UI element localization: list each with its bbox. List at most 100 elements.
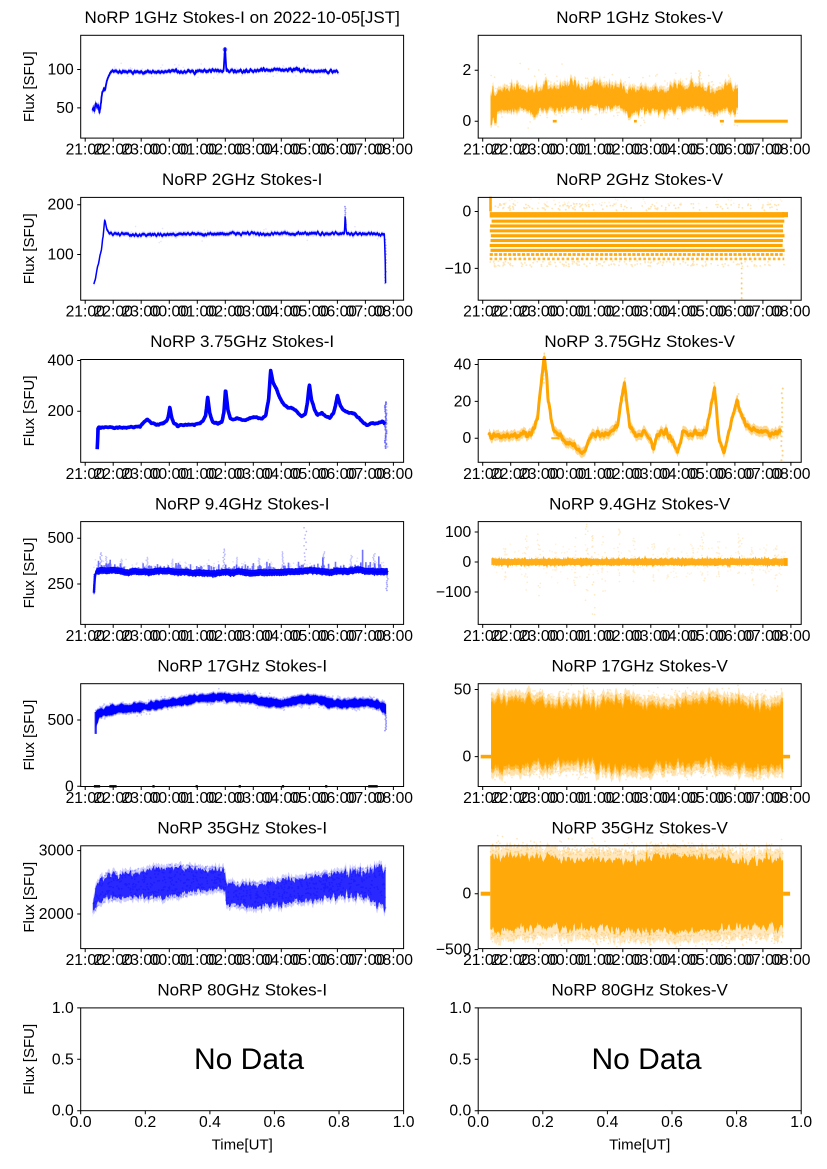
svg-text:21:00: 21:00 [463,628,503,645]
svg-text:07:00: 07:00 [346,628,386,645]
svg-text:22:00: 22:00 [491,628,531,645]
svg-text:NoRP 1GHz Stokes-V: NoRP 1GHz Stokes-V [556,8,724,27]
svg-text:05:00: 05:00 [687,142,727,159]
svg-text:03:00: 03:00 [234,304,274,321]
svg-text:400: 400 [48,353,74,370]
svg-text:Flux [SFU]: Flux [SFU] [21,700,38,771]
svg-text:08:00: 08:00 [771,142,811,159]
svg-text:22:00: 22:00 [94,466,134,483]
svg-text:01:00: 01:00 [178,142,218,159]
svg-text:22:00: 22:00 [491,466,531,483]
svg-text:20: 20 [454,393,472,410]
svg-text:04:00: 04:00 [659,466,699,483]
svg-text:04:00: 04:00 [659,952,699,969]
svg-text:04:00: 04:00 [659,304,699,321]
svg-text:03:00: 03:00 [234,142,274,159]
svg-text:0.8: 0.8 [328,1114,350,1131]
svg-text:00:00: 00:00 [150,304,190,321]
svg-text:23:00: 23:00 [519,790,559,807]
svg-text:NoRP 3.75GHz Stokes-V: NoRP 3.75GHz Stokes-V [544,332,735,351]
svg-text:Time[UT]: Time[UT] [609,1137,670,1154]
svg-text:08:00: 08:00 [771,304,811,321]
svg-text:02:00: 02:00 [206,952,246,969]
svg-text:00:00: 00:00 [547,790,587,807]
svg-text:23:00: 23:00 [519,142,559,159]
svg-text:06:00: 06:00 [318,790,358,807]
svg-text:04:00: 04:00 [659,628,699,645]
svg-text:0.0: 0.0 [52,1103,74,1120]
svg-text:NoRP 17GHz Stokes-V: NoRP 17GHz Stokes-V [552,656,729,675]
svg-text:07:00: 07:00 [743,952,783,969]
svg-text:500: 500 [48,530,74,547]
svg-text:07:00: 07:00 [743,466,783,483]
svg-text:00:00: 00:00 [547,628,587,645]
svg-text:07:00: 07:00 [346,304,386,321]
svg-text:08:00: 08:00 [771,790,811,807]
svg-text:NoRP 1GHz Stokes-I on 2022-10-: NoRP 1GHz Stokes-I on 2022-10-05[JST] [85,8,400,27]
svg-text:23:00: 23:00 [122,304,162,321]
svg-text:250: 250 [48,576,74,593]
svg-text:00:00: 00:00 [547,466,587,483]
svg-text:−10: −10 [445,260,472,277]
svg-text:NoRP 80GHz Stokes-I: NoRP 80GHz Stokes-I [157,981,327,1000]
svg-text:03:00: 03:00 [631,466,671,483]
svg-text:02:00: 02:00 [603,952,643,969]
svg-text:0.0: 0.0 [70,1114,92,1131]
svg-text:08:00: 08:00 [771,466,811,483]
svg-text:1.0: 1.0 [790,1114,812,1131]
svg-text:23:00: 23:00 [122,142,162,159]
svg-text:22:00: 22:00 [491,142,531,159]
svg-text:05:00: 05:00 [290,142,330,159]
svg-text:22:00: 22:00 [94,952,134,969]
svg-text:01:00: 01:00 [575,952,615,969]
svg-text:06:00: 06:00 [715,790,755,807]
svg-text:08:00: 08:00 [771,952,811,969]
svg-text:1.0: 1.0 [52,1000,74,1017]
svg-text:23:00: 23:00 [122,790,162,807]
svg-text:00:00: 00:00 [150,142,190,159]
svg-text:23:00: 23:00 [519,952,559,969]
svg-text:01:00: 01:00 [575,466,615,483]
svg-text:21:00: 21:00 [66,790,106,807]
svg-text:06:00: 06:00 [715,628,755,645]
svg-text:07:00: 07:00 [346,790,386,807]
svg-text:22:00: 22:00 [491,952,531,969]
svg-text:23:00: 23:00 [122,952,162,969]
svg-text:2: 2 [462,62,471,79]
svg-text:21:00: 21:00 [66,304,106,321]
svg-text:06:00: 06:00 [318,466,358,483]
svg-text:0.5: 0.5 [52,1051,74,1068]
svg-text:02:00: 02:00 [603,628,643,645]
svg-text:23:00: 23:00 [519,628,559,645]
svg-text:23:00: 23:00 [519,304,559,321]
svg-text:02:00: 02:00 [603,304,643,321]
svg-text:06:00: 06:00 [715,952,755,969]
svg-text:Flux [SFU]: Flux [SFU] [21,1024,38,1095]
svg-text:02:00: 02:00 [206,304,246,321]
svg-text:0.0: 0.0 [467,1114,489,1131]
svg-text:22:00: 22:00 [94,304,134,321]
svg-text:Flux [SFU]: Flux [SFU] [21,538,38,609]
svg-text:21:00: 21:00 [66,466,106,483]
svg-text:0.6: 0.6 [661,1114,683,1131]
svg-text:Flux [SFU]: Flux [SFU] [21,213,38,284]
svg-text:21:00: 21:00 [463,142,503,159]
svg-text:00:00: 00:00 [150,952,190,969]
svg-text:NoRP 9.4GHz Stokes-I: NoRP 9.4GHz Stokes-I [155,494,329,513]
svg-text:100: 100 [445,524,471,541]
svg-text:No Data: No Data [591,1043,701,1076]
svg-text:00:00: 00:00 [547,952,587,969]
svg-text:200: 200 [48,403,74,420]
svg-text:04:00: 04:00 [262,142,302,159]
svg-text:06:00: 06:00 [318,142,358,159]
svg-text:−100: −100 [436,584,472,601]
svg-text:05:00: 05:00 [290,466,330,483]
svg-text:0.5: 0.5 [449,1051,471,1068]
svg-text:0.4: 0.4 [199,1114,221,1131]
svg-text:23:00: 23:00 [122,466,162,483]
svg-text:02:00: 02:00 [603,142,643,159]
svg-text:100: 100 [48,247,74,264]
svg-text:NoRP 35GHz Stokes-I: NoRP 35GHz Stokes-I [157,819,327,838]
svg-text:03:00: 03:00 [631,952,671,969]
svg-text:06:00: 06:00 [318,304,358,321]
